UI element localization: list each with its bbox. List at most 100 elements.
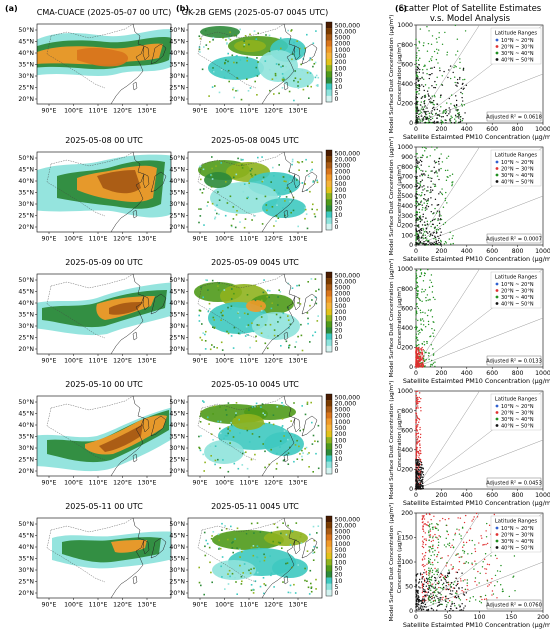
scatter-point bbox=[418, 89, 421, 91]
retrieval-pixel bbox=[210, 433, 213, 435]
retrieval-pixel bbox=[308, 466, 310, 468]
retrieval-pixel bbox=[224, 588, 226, 590]
retrieval-pixel bbox=[198, 314, 200, 317]
lon-tick-label: 110°E bbox=[240, 107, 259, 115]
retrieval-pixel bbox=[221, 314, 224, 317]
scatter-point bbox=[431, 72, 433, 75]
scatter-point bbox=[491, 594, 493, 596]
retrieval-pixel bbox=[199, 449, 202, 452]
coastline bbox=[261, 518, 296, 598]
lon-tick-label: 90°E bbox=[193, 479, 208, 487]
retrieval-pixel bbox=[199, 447, 201, 450]
retrieval-pixel bbox=[201, 339, 203, 341]
scatter-point bbox=[426, 524, 428, 526]
legend-label: 40°N ~ 50°N bbox=[501, 545, 534, 551]
scatter-point bbox=[422, 348, 424, 351]
korea-outline bbox=[293, 45, 301, 61]
scatter-point bbox=[416, 238, 419, 240]
colorbar-label: 5 bbox=[335, 584, 339, 591]
scatter-point bbox=[462, 549, 464, 552]
retrieval-pixel bbox=[252, 588, 255, 591]
scatter-point bbox=[430, 233, 432, 235]
scatter-point bbox=[434, 567, 436, 570]
scatter-point bbox=[436, 175, 439, 177]
scatter-point bbox=[436, 121, 438, 123]
scatter-point bbox=[430, 210, 432, 213]
scatter-y-label-line1: Model Surface Dust Concentration (μg/m³) bbox=[388, 15, 395, 134]
retrieval-pixel bbox=[240, 98, 243, 101]
scatter-point bbox=[457, 553, 459, 555]
colorbar-label: 20 bbox=[335, 572, 343, 579]
retrieval-pixel bbox=[284, 189, 287, 191]
scatter-point bbox=[433, 597, 436, 599]
scatter-point bbox=[417, 423, 419, 426]
scatter-point bbox=[474, 580, 476, 583]
scatter-point bbox=[472, 518, 474, 520]
retrieval-pixel bbox=[281, 87, 284, 89]
retrieval-pixel bbox=[282, 76, 285, 79]
x-tick-label: 200 bbox=[435, 248, 447, 255]
scatter-point bbox=[417, 67, 420, 70]
retrieval-pixel bbox=[314, 215, 317, 218]
lon-tick-label: 110°E bbox=[89, 357, 108, 365]
y-tick-label: 700 bbox=[401, 174, 413, 181]
retrieval-pixel bbox=[284, 450, 286, 453]
scatter-point bbox=[460, 91, 462, 94]
scatter-point bbox=[473, 568, 475, 570]
scatter-point bbox=[415, 228, 417, 231]
retrieval-pixel bbox=[198, 566, 200, 569]
scatter-point bbox=[454, 592, 457, 594]
retrieval-pixel bbox=[310, 582, 312, 585]
lon-tick-label: 110°E bbox=[89, 235, 108, 243]
scatter-point bbox=[432, 547, 434, 550]
colorbar-swatch bbox=[326, 327, 332, 334]
retrieval-pixel bbox=[230, 224, 233, 227]
lat-tick-label: 40°N bbox=[169, 49, 185, 57]
retrieval-pixel bbox=[261, 156, 263, 158]
retrieval-pixel bbox=[297, 85, 299, 87]
scatter-point bbox=[418, 392, 421, 394]
scatter-point bbox=[437, 160, 440, 163]
scatter-point bbox=[485, 568, 488, 570]
satellite-map-title: GK-2B GEMS (2025-05-07 0045 UTC) bbox=[182, 8, 328, 17]
scatter-point bbox=[424, 594, 427, 597]
retrieval-pixel bbox=[274, 74, 277, 77]
scatter-point bbox=[415, 593, 417, 596]
retrieval-pixel bbox=[292, 209, 295, 212]
scatter-point bbox=[424, 113, 427, 115]
scatter-point bbox=[423, 111, 425, 113]
scatter-point bbox=[425, 358, 427, 361]
scatter-point bbox=[474, 544, 476, 546]
scatter-point bbox=[417, 485, 419, 487]
scatter-point bbox=[460, 538, 462, 540]
scatter-point bbox=[427, 588, 430, 591]
colorbar-label: 200 bbox=[335, 187, 347, 194]
scatter-point bbox=[445, 121, 447, 124]
retrieval-pixel bbox=[262, 443, 264, 445]
colorbar-label: 2000 bbox=[335, 169, 351, 176]
retrieval-pixel bbox=[315, 578, 317, 581]
scatter-point bbox=[444, 199, 446, 202]
y-tick-label: 1000 bbox=[397, 266, 413, 273]
legend-label: 40°N ~ 50°N bbox=[501, 57, 534, 63]
retrieval-pixel bbox=[222, 36, 224, 39]
retrieval-pixel bbox=[307, 586, 310, 589]
scatter-point bbox=[435, 212, 438, 214]
scatter-point bbox=[433, 50, 436, 53]
retrieval-pixel bbox=[239, 221, 241, 223]
scatter-point bbox=[421, 587, 424, 589]
scatter-point bbox=[432, 99, 435, 102]
scatter-point bbox=[430, 191, 432, 193]
colorbar-label: 500 bbox=[335, 303, 347, 310]
retrieval-pixel bbox=[212, 316, 215, 319]
scatter-point bbox=[415, 196, 417, 198]
scatter-point bbox=[420, 397, 422, 400]
scatter-point bbox=[418, 239, 420, 242]
scatter-point bbox=[437, 219, 439, 222]
scatter-point bbox=[426, 90, 429, 92]
scatter-point bbox=[427, 610, 429, 612]
retrieval-pixel bbox=[202, 453, 204, 456]
retrieval-pixel bbox=[204, 461, 206, 464]
retrieval-pixel bbox=[301, 161, 304, 163]
